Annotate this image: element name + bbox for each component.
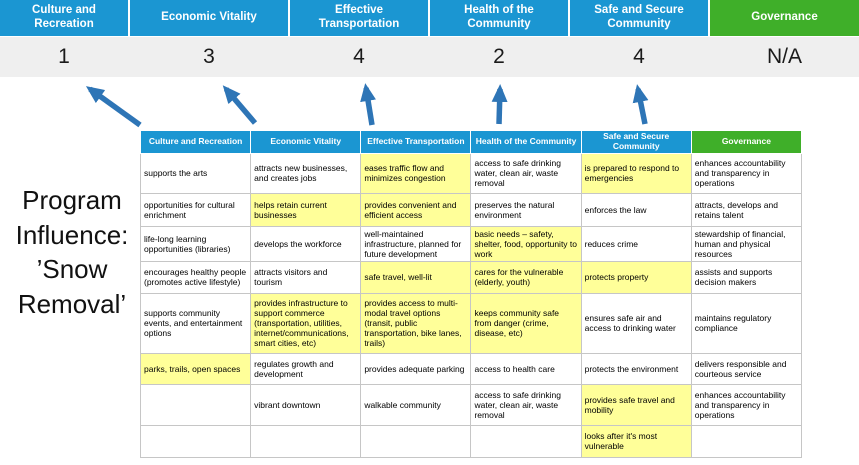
matrix-cell-2-0: life-long learning opportunities (librar…	[139, 225, 252, 262]
matrix-cell-2-2: well-maintained infrastructure, planned …	[360, 225, 472, 262]
matrix-header-3: Health of the Community	[470, 130, 582, 154]
influence-arrow-1	[222, 85, 258, 125]
pillar-header-1: Economic Vitality	[130, 0, 288, 36]
matrix-cell-4-3: keeps community safe from danger (crime,…	[470, 292, 582, 354]
matrix-cell-6-4: provides safe travel and mobility	[580, 383, 692, 426]
influence-arrow-2	[360, 83, 376, 126]
matrix-cell-1-3: preserves the natural environment	[470, 192, 582, 227]
matrix-cell-1-4: enforces the law	[580, 192, 692, 227]
matrix-cell-7-3	[470, 424, 582, 458]
matrix-cell-4-0: supports community events, and entertain…	[139, 292, 252, 354]
pillar-header-5: Governance	[710, 0, 859, 36]
matrix-cell-1-2: provides convenient and efficient access	[360, 192, 472, 227]
matrix-cell-6-3: access to safe drinking water, clean air…	[470, 383, 582, 426]
pillar-score-3: 2	[493, 45, 505, 68]
pillar-header-0: Culture and Recreation	[0, 0, 128, 36]
pillar-header-band: Culture and Recreation Economic Vitality E…	[0, 0, 859, 36]
program-label: Program Influence: ’Snow Removal’	[15, 185, 129, 319]
pillar-header-3: Health of the Community	[430, 0, 568, 36]
matrix-cell-1-1: helps retain current businesses	[250, 192, 362, 227]
matrix-cell-3-1: attracts visitors and tourism	[250, 260, 362, 294]
matrix-cell-5-3: access to health care	[470, 352, 582, 385]
matrix-cell-2-3: basic needs – safety, shelter, food, opp…	[470, 225, 582, 262]
matrix-cell-0-3: access to safe drinking water, clean air…	[470, 152, 582, 194]
matrix-header-0: Culture and Recreation	[139, 130, 252, 154]
matrix-cell-0-0: supports the arts	[139, 152, 252, 194]
matrix-cell-3-0: encourages healthy people (promotes acti…	[139, 260, 252, 294]
pillar-score-4: 4	[633, 45, 645, 68]
matrix-cell-1-5: attracts, develops and retains talent	[690, 192, 803, 227]
matrix-cell-0-1: attracts new businesses, and creates job…	[250, 152, 362, 194]
pillar-score-band: 1 3 4 2 4 N/A	[0, 37, 859, 77]
influence-arrow-3	[491, 84, 508, 125]
matrix-row-2: life-long learning opportunities (librar…	[139, 225, 803, 262]
matrix-cell-6-0	[139, 383, 252, 426]
matrix-cell-7-0	[139, 424, 252, 458]
matrix-cell-3-3: cares for the vulnerable (elderly, youth…	[470, 260, 582, 294]
pillar-score-2: 4	[353, 45, 365, 68]
matrix-cell-0-5: enhances accountability and transparency…	[690, 152, 803, 194]
influence-matrix: Culture and Recreation Economic Vitality E…	[139, 130, 803, 458]
matrix-row-6: vibrant downtown walkable community access…	[139, 383, 803, 426]
matrix-cell-2-5: stewardship of financial, human and phys…	[690, 225, 803, 262]
matrix-row-1: opportunities for cultural enrichment hel…	[139, 192, 803, 227]
matrix-cell-4-5: maintains regulatory compliance	[690, 292, 803, 354]
matrix-cell-4-1: provides infrastructure to support comme…	[250, 292, 362, 354]
matrix-cell-3-5: assists and supports decision makers	[690, 260, 803, 294]
matrix-cell-7-1	[250, 424, 362, 458]
matrix-row-7: looks after it's most vulnerable	[139, 424, 803, 458]
matrix-cell-4-2: provides access to multi-modal travel op…	[360, 292, 472, 354]
pillar-score-0: 1	[58, 45, 70, 68]
matrix-row-4: supports community events, and entertain…	[139, 292, 803, 354]
matrix-header-5: Governance	[690, 130, 803, 154]
matrix-cell-1-0: opportunities for cultural enrichment	[139, 192, 252, 227]
matrix-cell-0-2: eases traffic flow and minimizes congest…	[360, 152, 472, 194]
matrix-cell-3-4: protects property	[580, 260, 692, 294]
matrix-cell-5-2: provides adequate parking	[360, 352, 472, 385]
matrix-cell-7-5	[690, 424, 803, 458]
matrix-header-row: Culture and Recreation Economic Vitality E…	[139, 130, 803, 154]
matrix-cell-4-4: ensures safe air and access to drinking …	[580, 292, 692, 354]
matrix-cell-6-1: vibrant downtown	[250, 383, 362, 426]
matrix-cell-6-2: walkable community	[360, 383, 472, 426]
matrix-row-0: supports the arts attracts new businesses…	[139, 152, 803, 194]
pillar-score-1: 3	[203, 45, 215, 68]
matrix-header-2: Effective Transportation	[360, 130, 472, 154]
pillar-header-2: Effective Transportation	[290, 0, 428, 36]
matrix-cell-5-1: regulates growth and development	[250, 352, 362, 385]
matrix-header-4: Safe and Secure Community	[580, 130, 692, 154]
matrix-cell-7-2	[360, 424, 472, 458]
matrix-cell-5-0: parks, trails, open spaces	[139, 352, 252, 385]
matrix-cell-3-2: safe travel, well-lit	[360, 260, 472, 294]
pillar-score-5: N/A	[766, 45, 802, 68]
influence-arrows	[85, 83, 649, 128]
matrix-header-1: Economic Vitality	[250, 130, 362, 154]
pillar-header-4: Safe and Secure Community	[570, 0, 708, 36]
matrix-cell-2-4: reduces crime	[580, 225, 692, 262]
matrix-cell-5-5: delivers responsible and courteous servi…	[690, 352, 803, 385]
matrix-row-5: parks, trails, open spaces regulates grow…	[139, 352, 803, 385]
matrix-row-3: encourages healthy people (promotes acti…	[139, 260, 803, 294]
matrix-cell-6-5: enhances accountability and transparency…	[690, 383, 803, 426]
matrix-cell-5-4: protects the environment	[580, 352, 692, 385]
influence-arrow-4	[632, 84, 649, 125]
matrix-cell-2-1: develops the workforce	[250, 225, 362, 262]
matrix-cell-0-4: is prepared to respond to emergencies	[580, 152, 692, 194]
influence-arrow-0	[85, 86, 142, 128]
matrix-cell-7-4: looks after it's most vulnerable	[580, 424, 692, 458]
